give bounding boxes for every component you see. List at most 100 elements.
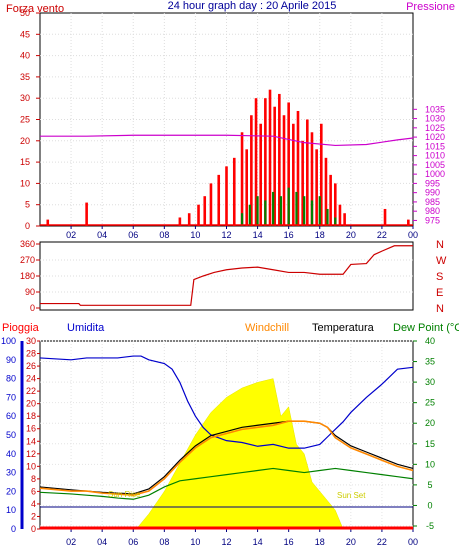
direction-ticks: 0 90 180 270 360 — [20, 239, 40, 313]
gust-bar-19 — [282, 115, 286, 226]
rain-tick-label-6: 12 — [26, 449, 36, 459]
wind-bar-9 — [310, 200, 314, 226]
pressure-line — [40, 134, 414, 147]
rain-tick-label-8: 16 — [26, 424, 36, 434]
pressure-tick-label-8: 1015 — [425, 141, 445, 151]
gust-bar-3 — [187, 213, 191, 226]
temperature-tick-label-2: 5 — [427, 480, 432, 490]
wind-bar-3 — [264, 200, 267, 226]
temperature-tick-label-3: 10 — [425, 459, 435, 469]
rain-tick-label-4: 8 — [31, 474, 36, 484]
rain-tick-label-3: 6 — [31, 486, 36, 496]
wind-bar-6 — [287, 187, 290, 226]
rain-tick-label-1: 2 — [31, 511, 36, 521]
humidity-tick-label-5: 50 — [6, 430, 16, 440]
pressure-axis-title: Pressione — [406, 1, 455, 13]
gust-bar-15 — [264, 98, 267, 226]
gust-bar-24 — [306, 119, 309, 226]
wind-xtick-label-1: 04 — [97, 230, 107, 240]
temperature-tick-label-9: 40 — [425, 336, 435, 346]
gust-bar-8 — [225, 166, 228, 226]
gust-bar-21 — [292, 123, 295, 226]
gust-bar-20 — [287, 102, 290, 226]
compass-label-2: S — [436, 271, 443, 283]
humidity-tick-label-0: 0 — [11, 524, 16, 534]
legend-temperature: Temperatura — [312, 322, 375, 334]
gust-bar-22 — [296, 110, 300, 226]
gust-bar-28 — [324, 157, 328, 226]
pressure-tick-label-4: 995 — [425, 178, 440, 188]
wind-bar-11 — [326, 208, 329, 226]
wind-bar-7 — [295, 191, 298, 226]
wind-bar-5 — [279, 196, 282, 226]
wind-xtick-label-0: 02 — [66, 230, 76, 240]
climate-xtick-label-0: 02 — [66, 537, 76, 547]
rain-tick-label-5: 10 — [26, 461, 36, 471]
rain-tick-label-12: 24 — [26, 374, 36, 384]
gust-bar-26 — [315, 149, 318, 226]
sunset-label: Sun Set — [337, 491, 366, 500]
climate-xtick-label-10: 22 — [377, 537, 387, 547]
humidity-line — [39, 355, 414, 449]
wind-bar-2 — [256, 196, 259, 226]
rain-tick-label-14: 28 — [26, 349, 36, 359]
rain-tick-label-13: 26 — [26, 361, 36, 371]
wind-bar-4 — [272, 191, 275, 226]
gust-bar-1 — [85, 202, 88, 226]
wind-bar-1 — [248, 204, 251, 226]
rain-tick-label-9: 18 — [26, 411, 36, 421]
wind-bar-0 — [240, 213, 244, 226]
direction-tick-label-3: 270 — [20, 255, 35, 265]
wind-bar-8 — [303, 196, 306, 226]
temperature-tick-label-8: 35 — [425, 357, 435, 367]
direction-tick-label-4: 360 — [20, 239, 35, 249]
wind-tick-label-7: 35 — [20, 72, 30, 82]
temperature-tick-label-6: 25 — [425, 398, 435, 408]
gust-bar-0 — [46, 219, 50, 226]
windchill-line — [39, 420, 414, 496]
pressure-ticks: 9759809859909951000100510101015102010251… — [413, 104, 445, 225]
wind-x-ticks: 02 04 06 08 10 12 14 16 18 20 22 00 — [66, 226, 418, 240]
gust-bar-34 — [407, 219, 410, 226]
direction-tick-label-0: 0 — [30, 303, 35, 313]
wind-bar-12 — [334, 217, 337, 226]
pressure-tick-label-0: 975 — [425, 215, 440, 225]
gust-bar-13 — [254, 98, 258, 226]
gust-bar-17 — [273, 106, 276, 226]
gust-bar-23 — [301, 140, 304, 226]
gust-bar-16 — [268, 89, 272, 227]
wind-xtick-label-4: 10 — [190, 230, 200, 240]
gust-bar-32 — [343, 213, 346, 226]
rain-tick-label-2: 4 — [31, 499, 36, 509]
direction-line — [40, 245, 413, 306]
wind-xtick-label-8: 18 — [315, 230, 325, 240]
pressure-tick-label-10: 1025 — [425, 123, 445, 133]
compass-label-0: N — [436, 239, 444, 251]
humidity-tick-label-2: 20 — [6, 486, 16, 496]
pressure-tick-label-12: 1035 — [425, 104, 445, 114]
climate-legend: Pioggia Umidita Windchill Temperatura De… — [2, 322, 459, 334]
climate-xtick-label-2: 06 — [128, 537, 138, 547]
wind-xtick-label-10: 22 — [377, 230, 387, 240]
solar-area — [136, 378, 344, 530]
gust-bar-7 — [217, 174, 221, 226]
pressure-tick-label-1: 980 — [425, 206, 440, 216]
humidity-ticks: 0 10 20 30 40 50 60 70 80 90 100 — [1, 336, 16, 534]
gust-bar-30 — [333, 183, 337, 226]
temperature-tick-label-0: -5 — [426, 521, 434, 531]
climate-xtick-label-9: 20 — [346, 537, 356, 547]
gust-bar-27 — [320, 123, 323, 226]
gust-bar-31 — [338, 204, 342, 226]
climate-xtick-label-8: 18 — [315, 537, 325, 547]
humidity-tick-label-10: 100 — [1, 336, 16, 346]
direction-series — [40, 245, 413, 306]
rain-tick-label-7: 14 — [26, 436, 36, 446]
compass-label-4: N — [436, 303, 444, 315]
gust-bar-4 — [197, 204, 200, 226]
temperature-tick-label-4: 15 — [425, 439, 435, 449]
wind-axis-title: Forza vento — [6, 3, 64, 15]
humidity-tick-label-6: 60 — [6, 411, 16, 421]
temperature-line — [39, 420, 414, 495]
wind-tick-label-3: 15 — [20, 157, 30, 167]
